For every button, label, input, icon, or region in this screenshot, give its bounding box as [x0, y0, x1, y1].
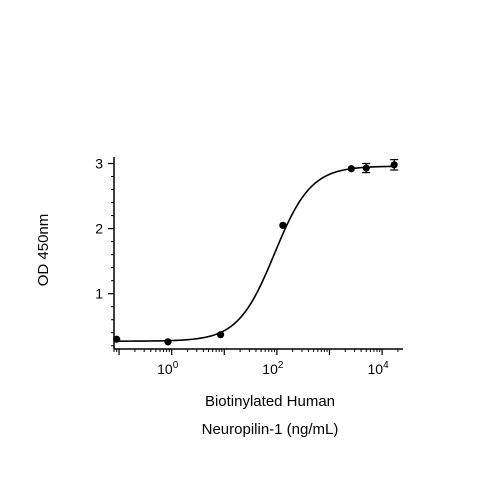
x-ticks: 100 102 104 [113, 349, 399, 377]
x-tick-label: 100 [157, 360, 179, 377]
fit-curve [116, 165, 395, 342]
data-point [164, 338, 172, 346]
y-axis-label: OD 450nm [35, 214, 52, 287]
data-point [113, 335, 121, 343]
axes: 1 2 3 100 102 104 [95, 156, 403, 377]
data-points [113, 159, 399, 346]
x-tick-label: 102 [262, 360, 284, 377]
data-point [216, 331, 225, 339]
y-ticks: 1 2 3 [95, 156, 114, 347]
data-point [347, 165, 355, 173]
x-tick-label: 104 [368, 360, 390, 377]
data-point [362, 164, 370, 172]
x-axis-label-line-1: Biotinylated Human [205, 393, 335, 410]
data-point [279, 221, 287, 229]
y-tick-label: 1 [95, 286, 103, 302]
y-tick-label: 3 [95, 156, 103, 172]
data-point [390, 161, 398, 169]
y-tick-label: 2 [95, 221, 103, 237]
x-axis-label-line-2: Neuropilin-1 (ng/mL) [202, 421, 339, 438]
